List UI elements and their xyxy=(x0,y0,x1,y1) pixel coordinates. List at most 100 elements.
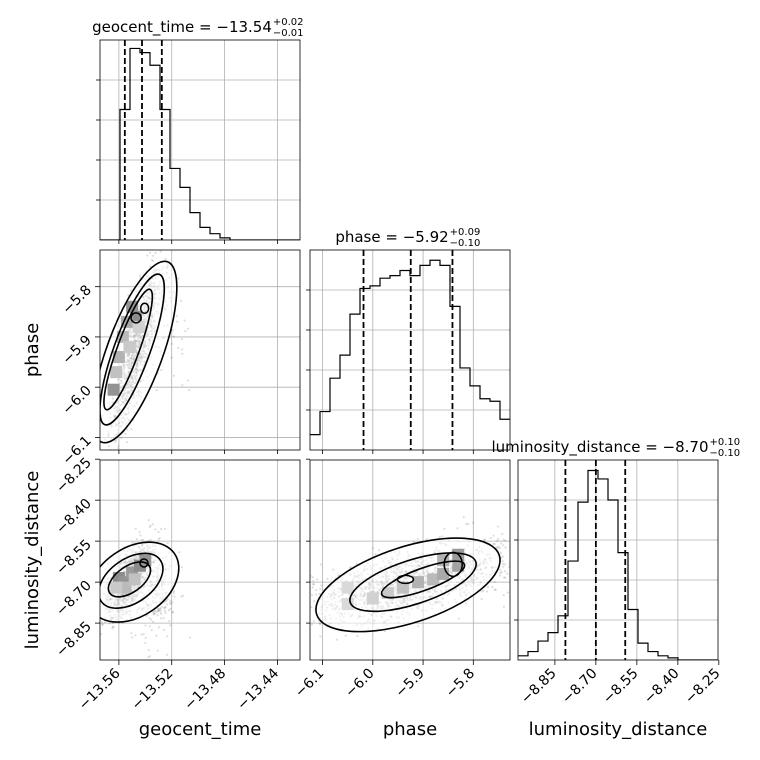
sample-point xyxy=(159,250,162,253)
contour-inner xyxy=(443,551,463,578)
sample-point xyxy=(139,274,142,277)
contour-inner xyxy=(139,302,150,315)
sample-point xyxy=(131,636,134,639)
sample-point xyxy=(157,626,161,629)
sample-point xyxy=(124,432,127,435)
sample-point xyxy=(374,553,377,556)
sample-point xyxy=(457,617,461,620)
sample-point xyxy=(101,623,104,627)
sample-point xyxy=(493,542,496,546)
sample-point xyxy=(285,585,287,587)
contour-2 xyxy=(100,552,164,609)
sample-point xyxy=(156,614,159,617)
sample-point xyxy=(164,257,167,261)
sample-point xyxy=(502,576,506,579)
sample-point xyxy=(252,614,254,616)
sample-point xyxy=(287,591,289,593)
sample-point xyxy=(494,588,497,591)
sample-point xyxy=(355,562,358,565)
y-axis-label-luminosity_distance: luminosity_distance xyxy=(22,471,43,650)
y-tick-label-luminosity_distance: −8.40 xyxy=(53,496,95,538)
sample-point xyxy=(125,441,128,444)
sample-point xyxy=(332,568,335,571)
sample-point xyxy=(510,532,512,534)
sample-point xyxy=(513,550,515,552)
sample-point xyxy=(108,622,111,625)
sample-point xyxy=(524,572,526,574)
sample-point xyxy=(282,604,284,606)
x-tick-label-phase: −6.1 xyxy=(292,666,327,701)
sample-point xyxy=(116,453,118,455)
sample-point xyxy=(273,603,275,605)
sample-point xyxy=(318,592,321,595)
sample-point xyxy=(186,379,190,382)
panel-geocent_time-luminosity_distance xyxy=(94,459,301,661)
sample-point xyxy=(131,457,133,459)
sample-point xyxy=(315,588,318,592)
sample-point xyxy=(172,610,175,614)
sample-point xyxy=(372,547,375,550)
sample-point xyxy=(173,589,176,593)
sample-point xyxy=(529,561,531,563)
sample-point xyxy=(467,522,470,526)
sample-point xyxy=(501,562,505,566)
sample-point xyxy=(154,251,157,255)
contour-inner xyxy=(130,312,142,324)
sample-point xyxy=(111,471,113,473)
sample-point xyxy=(502,544,505,547)
sample-point xyxy=(168,620,171,623)
sample-point xyxy=(512,552,514,554)
panel-frame xyxy=(309,459,511,661)
sample-point xyxy=(153,609,157,612)
sample-point xyxy=(443,527,446,530)
sample-point xyxy=(545,585,547,587)
sample-point xyxy=(499,571,502,575)
sample-point xyxy=(171,601,174,604)
sample-point xyxy=(482,538,486,542)
panel-frame xyxy=(309,249,511,451)
sample-point xyxy=(280,616,282,618)
sample-point xyxy=(146,254,149,257)
sample-point xyxy=(496,539,499,542)
sample-point xyxy=(148,251,152,254)
sample-point xyxy=(112,625,115,629)
title-plus-phase: +0.09 xyxy=(450,227,481,238)
sample-point xyxy=(149,538,152,542)
sample-point xyxy=(520,550,522,552)
sample-point xyxy=(172,335,175,338)
sample-point xyxy=(537,569,539,571)
sample-point xyxy=(506,572,509,575)
sample-point xyxy=(311,586,314,589)
sample-point xyxy=(377,549,381,552)
title-main-geocent_time: geocent_time = −13.54 xyxy=(92,18,272,37)
contour-3 xyxy=(380,560,466,599)
sample-point xyxy=(307,641,309,643)
sample-point xyxy=(169,601,172,604)
sample-point xyxy=(165,220,167,222)
sample-point xyxy=(311,576,314,579)
title-plus-luminosity_distance: +0.10 xyxy=(710,437,741,448)
panel-geocent_time-geocent_time xyxy=(96,39,301,241)
sample-point xyxy=(456,527,459,530)
sample-point xyxy=(495,546,498,549)
sample-point xyxy=(485,590,489,593)
sample-point xyxy=(134,527,137,530)
sample-point xyxy=(165,599,168,603)
sample-point xyxy=(483,538,487,541)
sample-point xyxy=(94,585,96,587)
x-tick-label-phase: −5.9 xyxy=(393,666,428,701)
sample-point xyxy=(310,606,313,609)
sample-point xyxy=(266,617,268,619)
sample-point xyxy=(480,598,483,601)
x-tick-label-luminosity_distance: −8.85 xyxy=(518,666,560,708)
sample-point xyxy=(480,590,483,593)
sample-point xyxy=(272,610,274,612)
panel-luminosity_distance-luminosity_distance xyxy=(514,459,719,661)
sample-point xyxy=(318,622,321,625)
sample-point xyxy=(96,605,98,607)
sample-point xyxy=(493,588,496,591)
sample-point xyxy=(150,258,153,262)
sample-point xyxy=(155,243,157,245)
x-tick-label-geocent_time: −13.56 xyxy=(76,665,124,713)
sample-point xyxy=(111,625,114,628)
